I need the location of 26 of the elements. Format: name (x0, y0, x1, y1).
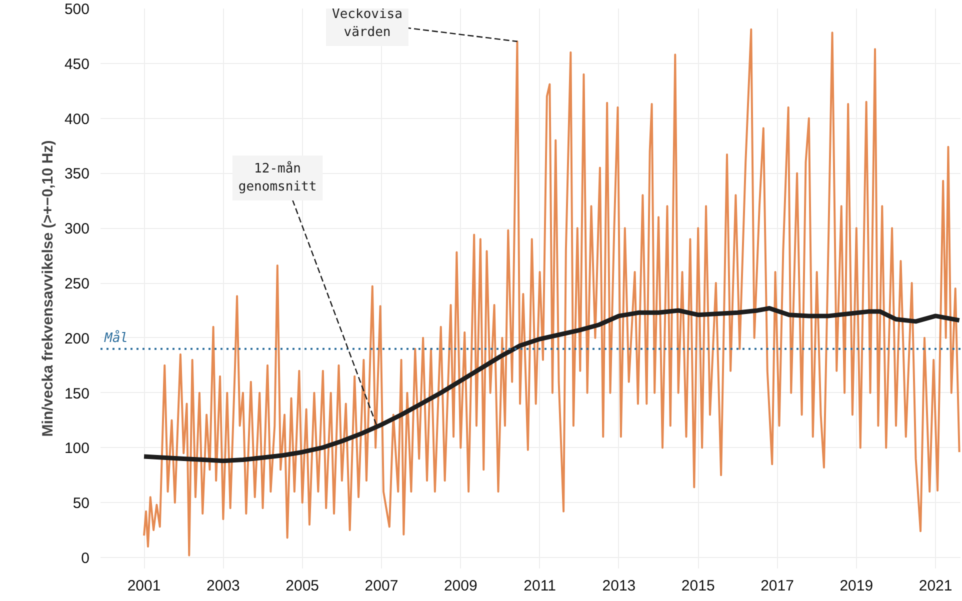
ref-line-label: Mål (104, 330, 128, 346)
x-tick-label: 2007 (364, 578, 398, 594)
y-tick-label: 400 (64, 110, 90, 128)
y-tick-label: 300 (64, 220, 90, 238)
x-tick-label: 2003 (206, 578, 240, 594)
x-tick-label: 2019 (840, 578, 874, 594)
y-tick-label: 200 (64, 330, 90, 348)
x-tick-label: 2017 (760, 578, 794, 594)
y-tick-label: 250 (64, 276, 90, 293)
y-tick-label: 350 (64, 166, 90, 183)
y-tick-label: 500 (64, 1, 90, 18)
line-series (143, 28, 960, 556)
x-tick-label: 2005 (286, 578, 320, 594)
y-tick-label: 50 (72, 495, 90, 512)
x-tick-label: 2013 (602, 578, 636, 594)
y-axis-title: Min/vecka frekvensavvikelse (>+−0,10 Hz) (39, 140, 56, 437)
x-tick-label: 2015 (681, 578, 715, 594)
y-tick-label: 450 (64, 56, 90, 73)
x-tick-label: 2011 (524, 578, 556, 594)
x-tick-label: 2001 (127, 578, 161, 594)
y-tick-label: 100 (64, 440, 90, 458)
y-tick-label: 0 (81, 550, 90, 568)
x-tick-label: 2009 (444, 578, 478, 594)
y-tick-label: 150 (64, 385, 90, 402)
annotation: 12-mån genomsnitt (238, 160, 317, 194)
x-tick-label: 2021 (918, 578, 952, 594)
